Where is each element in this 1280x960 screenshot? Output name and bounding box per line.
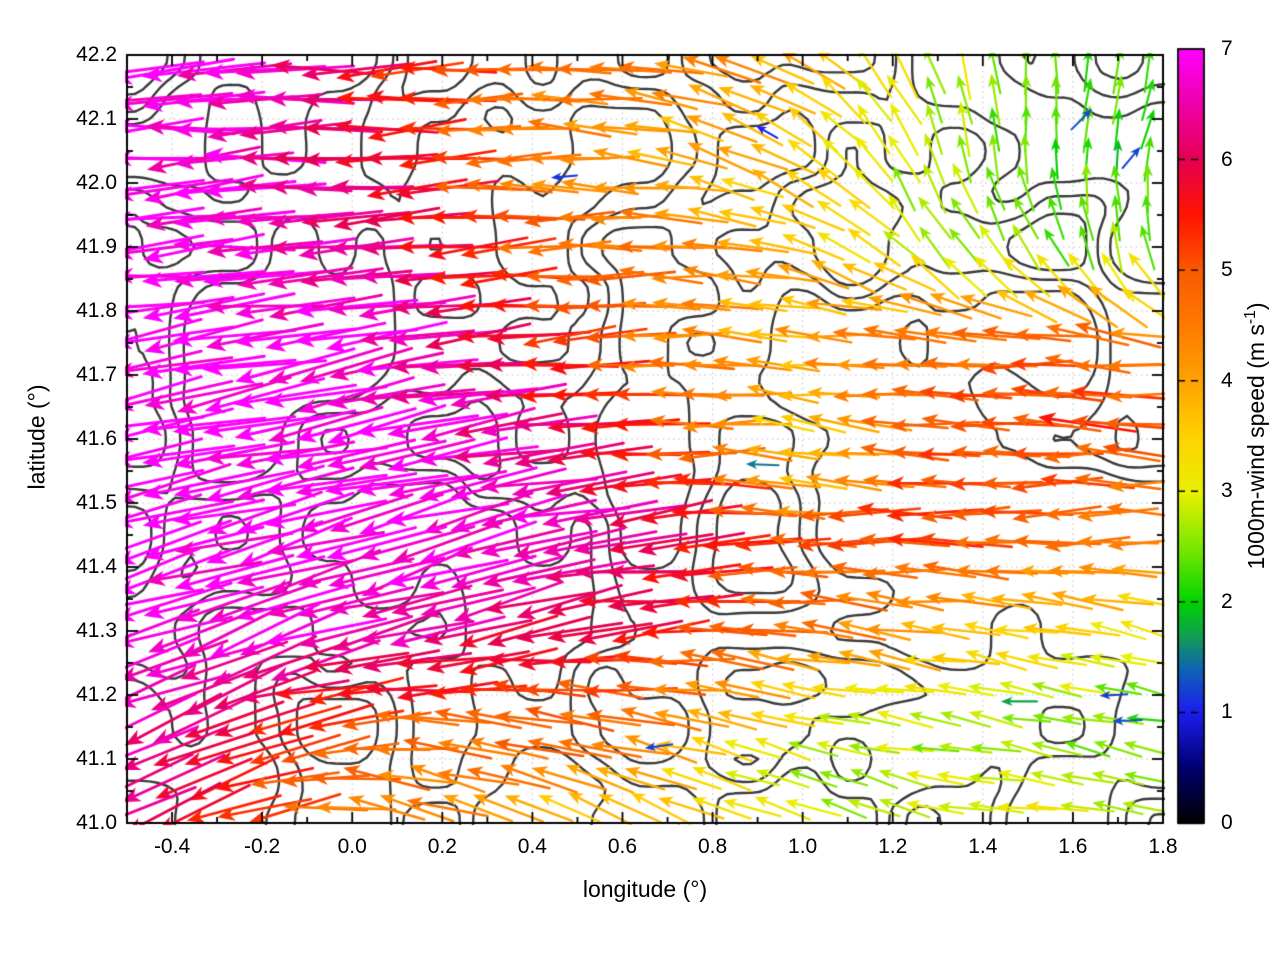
x-tick-label: 0.8	[697, 835, 728, 858]
x-tick-label: 1.4	[968, 835, 998, 858]
x-tick-label: 0.4	[517, 835, 547, 858]
x-tick-label: 1.6	[1058, 835, 1088, 858]
colorbar-tick-label: 2	[1221, 589, 1233, 613]
x-tick-label: -0.2	[244, 835, 281, 858]
y-tick-label: 41.8	[76, 299, 117, 322]
x-tick-label: 0.2	[427, 835, 457, 858]
y-tick-label: 41.9	[76, 235, 117, 258]
x-tick-label: 1.0	[788, 835, 818, 858]
y-tick-label: 42.2	[76, 43, 117, 66]
y-tick-label: 41.4	[76, 555, 117, 578]
y-tick-label: 41.6	[76, 427, 117, 450]
x-tick-label: 1.8	[1148, 835, 1178, 858]
y-tick-label: 41.2	[76, 683, 117, 706]
colorbar-label: 1000m-wind speed (m s-1)	[1242, 302, 1269, 570]
colorbar-tick-label: 4	[1221, 368, 1233, 392]
colorbar-tick-label: 1	[1221, 700, 1233, 724]
x-tick-label: 0.6	[607, 835, 638, 858]
y-tick-label: 41.1	[76, 747, 117, 770]
x-tick-label: -0.4	[153, 835, 191, 858]
y-tick-label: 41.7	[76, 363, 117, 386]
x-tick-label: 1.2	[878, 835, 908, 858]
y-tick-label: 41.3	[76, 619, 117, 642]
y-tick-label: 42.0	[76, 171, 117, 194]
x-axis-label: longitude (°)	[582, 876, 708, 902]
colorbar-label-superscript: -1	[1242, 310, 1260, 325]
colorbar-tick-label: 3	[1221, 479, 1233, 503]
x-tick-label: 0.0	[337, 835, 367, 858]
colorbar-tick-label: 0	[1221, 811, 1233, 834]
y-tick-label: 41.0	[76, 811, 117, 834]
y-tick-label: 41.5	[76, 491, 117, 514]
y-tick-label: 42.1	[76, 107, 117, 130]
colorbar-tick-label: 5	[1221, 258, 1233, 282]
colorbar-tick-label: 6	[1221, 147, 1233, 171]
colorbar-tick-label: 7	[1221, 37, 1233, 60]
